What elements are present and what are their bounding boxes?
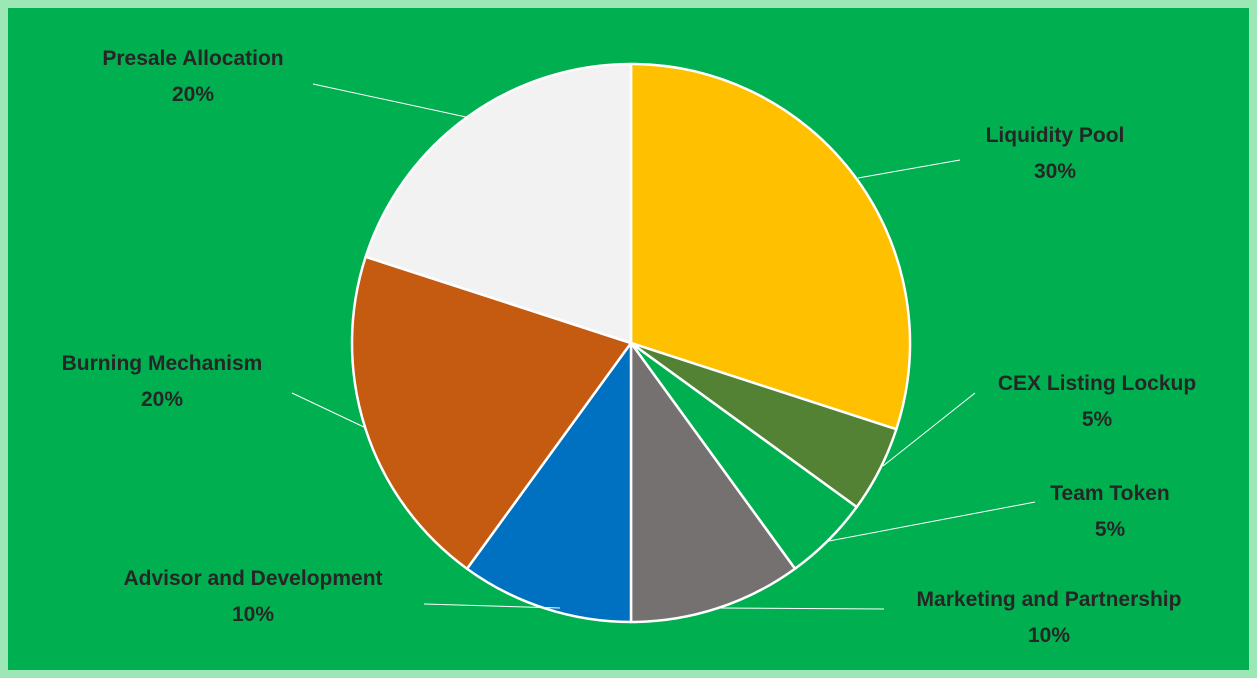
label-team-token: Team Token: [1050, 482, 1169, 505]
leader-line-cex-listing-lockup: [882, 392, 976, 467]
slice-burning-mechanism: [350, 255, 633, 570]
percent-advisor-and-development: 10%: [232, 603, 274, 626]
leader-line-team-token: [828, 501, 1036, 542]
percent-presale-allocation: 20%: [172, 83, 214, 106]
leader-line-advisor-and-development: [423, 603, 561, 609]
percent-marketing-and-partnership: 10%: [1028, 624, 1070, 647]
percent-team-token: 5%: [1095, 518, 1126, 541]
leader-line-marketing-and-partnership: [716, 607, 885, 610]
pie-slices: [350, 62, 912, 624]
percent-burning-mechanism: 20%: [141, 388, 183, 411]
leader-lines: [291, 83, 1036, 610]
slice-liquidity-pool: [629, 62, 912, 431]
label-cex-listing-lockup: CEX Listing Lockup: [998, 372, 1196, 395]
leader-line-liquidity-pool: [857, 159, 961, 179]
data-labels: Liquidity Pool 30% CEX Listing Lockup 5% Tea…: [62, 47, 1197, 647]
label-presale-allocation: Presale Allocation: [102, 47, 283, 70]
label-liquidity-pool: Liquidity Pool: [986, 124, 1125, 147]
label-advisor-and-development: Advisor and Development: [123, 567, 382, 590]
leader-line-presale-allocation: [312, 83, 467, 118]
percent-cex-listing-lockup: 5%: [1082, 408, 1113, 431]
slice-advisor-and-development: [465, 341, 633, 624]
label-burning-mechanism: Burning Mechanism: [62, 352, 263, 375]
leader-line-burning-mechanism: [291, 392, 367, 429]
label-marketing-and-partnership: Marketing and Partnership: [917, 588, 1182, 611]
percent-liquidity-pool: 30%: [1034, 160, 1076, 183]
slice-presale-allocation: [364, 62, 633, 345]
